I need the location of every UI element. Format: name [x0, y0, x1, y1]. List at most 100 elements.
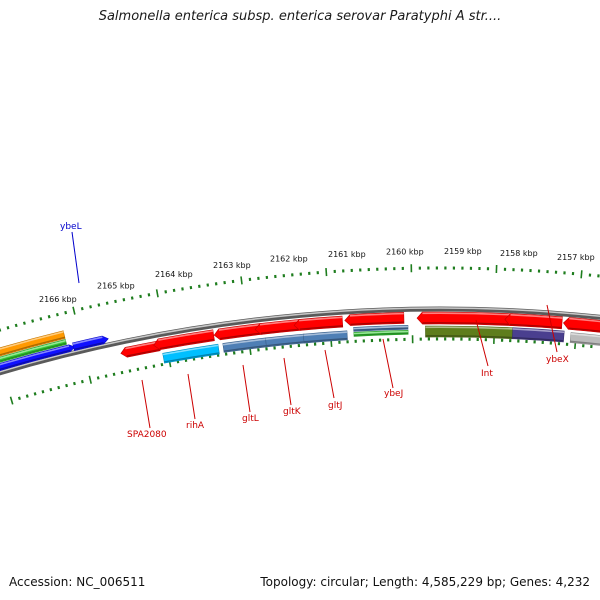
label-line-int — [475, 319, 489, 367]
feature-blue-ybeL-shadow — [73, 341, 104, 351]
scale-label: 2164 kbp — [155, 270, 193, 279]
feature-right-gray-shadow — [570, 340, 600, 345]
scale-label: 2161 kbp — [328, 250, 366, 259]
scale-tick-outer — [89, 305, 92, 309]
scale-tick-inner — [88, 375, 92, 384]
feature-ybej-cds-b-shadow — [353, 332, 409, 336]
feature-riha-cds-shine — [162, 344, 219, 356]
scale-tick-outer — [172, 288, 176, 293]
scale-tick-inner — [9, 396, 14, 405]
feature-gltj-cds-shadow — [303, 337, 348, 343]
feature-gltj-cds — [302, 330, 348, 344]
scale-label: 2165 kbp — [97, 281, 135, 290]
feature-gltj — [293, 315, 344, 331]
backbone-highlight — [0, 307, 600, 373]
feature-blue-left-shadow — [0, 349, 71, 371]
feature-riha-shadow — [159, 338, 215, 350]
label-line-ybeL — [71, 231, 80, 284]
gene-label-riha: rihA — [186, 421, 205, 431]
feature-riha-cds — [162, 343, 220, 364]
scale-tick-inner — [25, 394, 29, 398]
scale-tick-outer — [240, 276, 243, 285]
scale-tick-inner — [73, 381, 76, 386]
feature-gltl-cds — [222, 337, 267, 353]
scale-tick-outer — [14, 323, 18, 328]
feature-spa2080-body — [120, 340, 161, 358]
feature-ybex-shine — [510, 314, 563, 319]
scale-tick-outer — [139, 294, 142, 299]
feature-ybej-cds-a — [353, 325, 409, 332]
feature-riha-cds-body — [162, 343, 220, 364]
map-title: Salmonella enterica subsp. enterica sero… — [98, 9, 502, 24]
gene-label-ybeL: ybeL — [60, 222, 82, 232]
feature-right-red-shadow — [568, 327, 600, 332]
scale-tick-inner — [152, 364, 156, 368]
feature-ybej-shine — [349, 312, 404, 317]
label-line-ybex — [546, 304, 558, 353]
scale-tick-inner — [49, 387, 53, 392]
feature-ybej — [344, 312, 405, 326]
feature-blue-ybeL-shine — [72, 336, 103, 345]
scale-tick-inner — [96, 376, 100, 380]
feature-right-red — [563, 317, 600, 333]
gene-label-gltk: gltK — [283, 407, 302, 417]
feature-blue-ybeL-body — [72, 335, 109, 352]
feature-blue-ybeL — [72, 335, 109, 352]
feature-ybex-cds-shine — [512, 328, 565, 334]
scale-tick-outer — [130, 296, 134, 300]
scale-tick-outer — [114, 299, 117, 304]
scale-tick-inner — [120, 370, 124, 375]
scale-tick-outer — [325, 268, 328, 277]
scale-tick-inner — [57, 385, 61, 390]
feature-riha — [153, 329, 215, 351]
feature-green-shadow — [0, 342, 67, 362]
scale-tick-outer — [64, 310, 68, 315]
label-line-gltl — [242, 364, 251, 413]
scale-tick-outer — [122, 298, 126, 302]
label-line-spa2080 — [141, 379, 151, 429]
feature-gltj-shine — [299, 316, 343, 322]
feature-right-gray-shine — [570, 333, 600, 338]
feature-ybex-shadow — [510, 323, 562, 329]
backbone-ring — [0, 306, 600, 376]
backbone — [0, 306, 600, 376]
scale-tick-inner — [17, 396, 21, 401]
feature-riha-cds-shadow — [164, 352, 220, 363]
feature-riha-shine — [158, 330, 214, 341]
scale-tick-outer — [22, 321, 26, 325]
feature-ybej-cds-a-shadow — [353, 327, 409, 331]
feature-ybej-cds-b-shine — [353, 330, 409, 335]
scale-tick-inner — [80, 379, 84, 384]
feature-orange-shadow — [0, 336, 65, 356]
gene-features — [0, 311, 600, 371]
feature-blue-left-shine — [0, 345, 70, 366]
scale-label: 2159 kbp — [444, 247, 482, 256]
scale-ticks — [0, 264, 600, 405]
scale-tick-outer — [155, 289, 159, 298]
topology-summary: Topology: circular; Length: 4,585,229 bp… — [260, 575, 590, 589]
gene-label-gltl: gltL — [242, 414, 259, 424]
gene-label-gltj: gltJ — [328, 401, 342, 411]
feature-int-cds — [425, 325, 515, 340]
feature-ybej-cds-b — [353, 330, 409, 337]
feature-right-red-shine — [569, 317, 600, 323]
scale-tick-inner — [128, 369, 132, 373]
scale-label: 2157 kbp — [557, 253, 595, 262]
scale-tick-inner — [160, 362, 164, 367]
gene-label-ybex: ybeX — [546, 355, 569, 365]
gene-label-int: Int — [481, 369, 493, 379]
feature-ybex-cds — [511, 327, 565, 343]
feature-ybex-cds-shadow — [512, 336, 564, 342]
scale-label: 2166 kbp — [39, 295, 77, 304]
gene-label-ybej: ybeJ — [384, 389, 403, 399]
scale-label: 2163 kbp — [213, 261, 251, 270]
label-line-ybej — [382, 338, 394, 389]
scale-label: 2158 kbp — [500, 249, 538, 258]
feature-orange — [0, 330, 66, 357]
gene-labels: ybeL SPA2080 rihA gltL gltK gltJ ybeJ Int ybeX — [60, 222, 569, 440]
feature-green-shine — [0, 339, 66, 360]
scale-tick-inner — [112, 372, 116, 377]
feature-green — [0, 339, 67, 363]
scale-tick-outer — [580, 270, 583, 279]
feature-ybej-shadow — [350, 321, 404, 326]
